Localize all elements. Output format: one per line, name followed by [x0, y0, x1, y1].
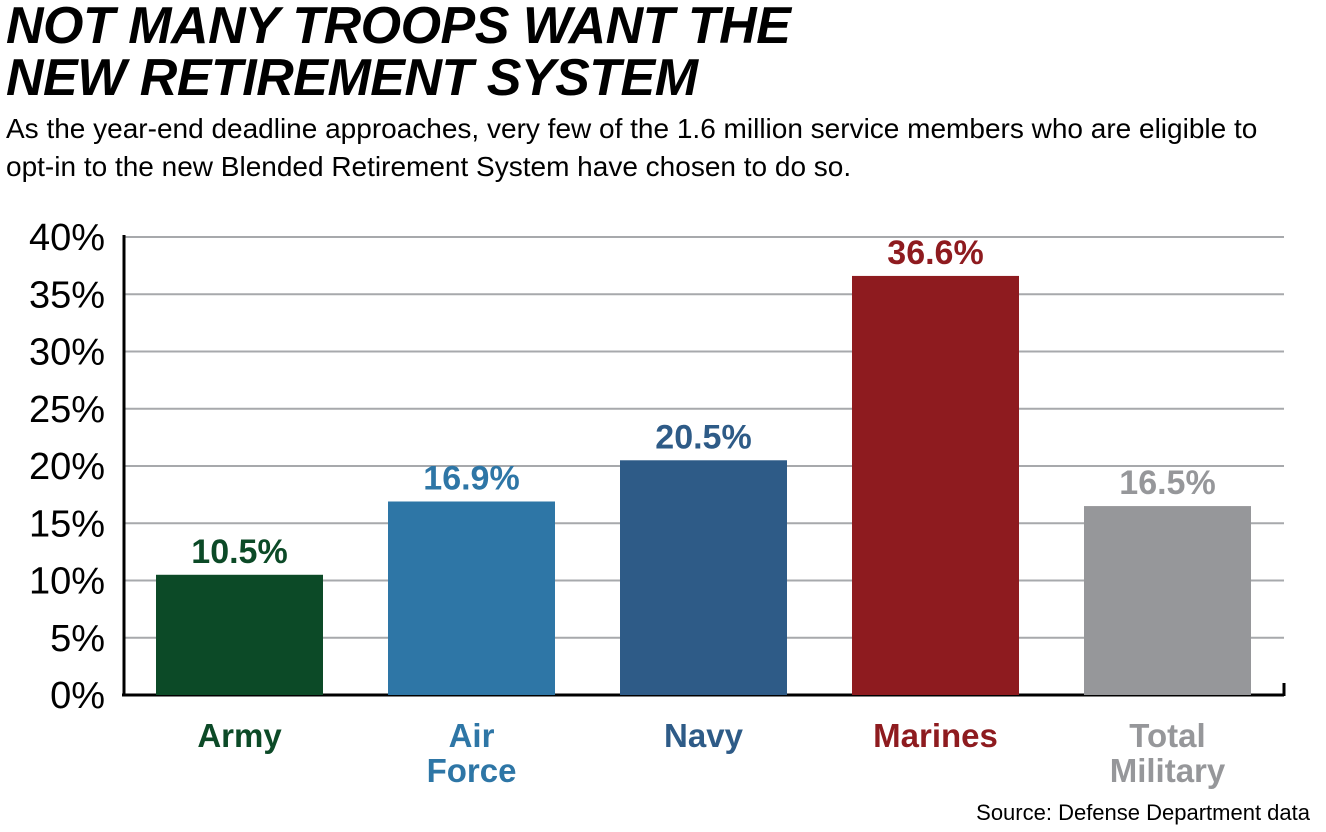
x-category-label: Total: [1129, 717, 1205, 754]
bar-value-label: 16.9%: [423, 459, 519, 497]
x-category-label: Military: [1110, 752, 1226, 789]
y-tick-label: 35%: [29, 274, 105, 316]
bar: [1084, 506, 1251, 695]
bar: [156, 574, 323, 695]
bar: [620, 460, 787, 695]
chart-title-line-1: NOT MANY TROOPS WANT THE: [6, 0, 791, 55]
x-category-label: Force: [427, 752, 517, 789]
chart-title-line-2: NEW RETIREMENT SYSTEM: [6, 49, 698, 107]
bar: [388, 501, 555, 695]
x-category-label: Navy: [664, 717, 744, 754]
y-tick-label: 25%: [29, 389, 105, 431]
y-tick-label: 10%: [29, 561, 105, 603]
y-tick-label: 30%: [29, 332, 105, 374]
y-tick-label: 40%: [29, 217, 105, 259]
chart-title: NOT MANY TROOPS WANT THE NEW RETIREMENT …: [6, 0, 1306, 104]
bar-value-label: 20.5%: [655, 418, 751, 456]
y-tick-label: 15%: [29, 503, 105, 545]
y-tick-label: 0%: [50, 675, 105, 717]
chart-subtitle: As the year-end deadline approaches, ver…: [6, 113, 1258, 182]
y-tick-label: 5%: [50, 618, 105, 660]
bar-value-label: 10.5%: [191, 533, 287, 571]
x-category-label: Marines: [873, 717, 998, 754]
y-tick-label: 20%: [29, 446, 105, 488]
x-category-label: Air: [449, 717, 495, 754]
bar-value-label: 36.6%: [887, 234, 983, 272]
source-note: Source: Defense Department data: [976, 800, 1310, 825]
bar-value-label: 16.5%: [1119, 464, 1215, 502]
x-category-label: Army: [197, 717, 282, 754]
bar: [852, 275, 1019, 695]
